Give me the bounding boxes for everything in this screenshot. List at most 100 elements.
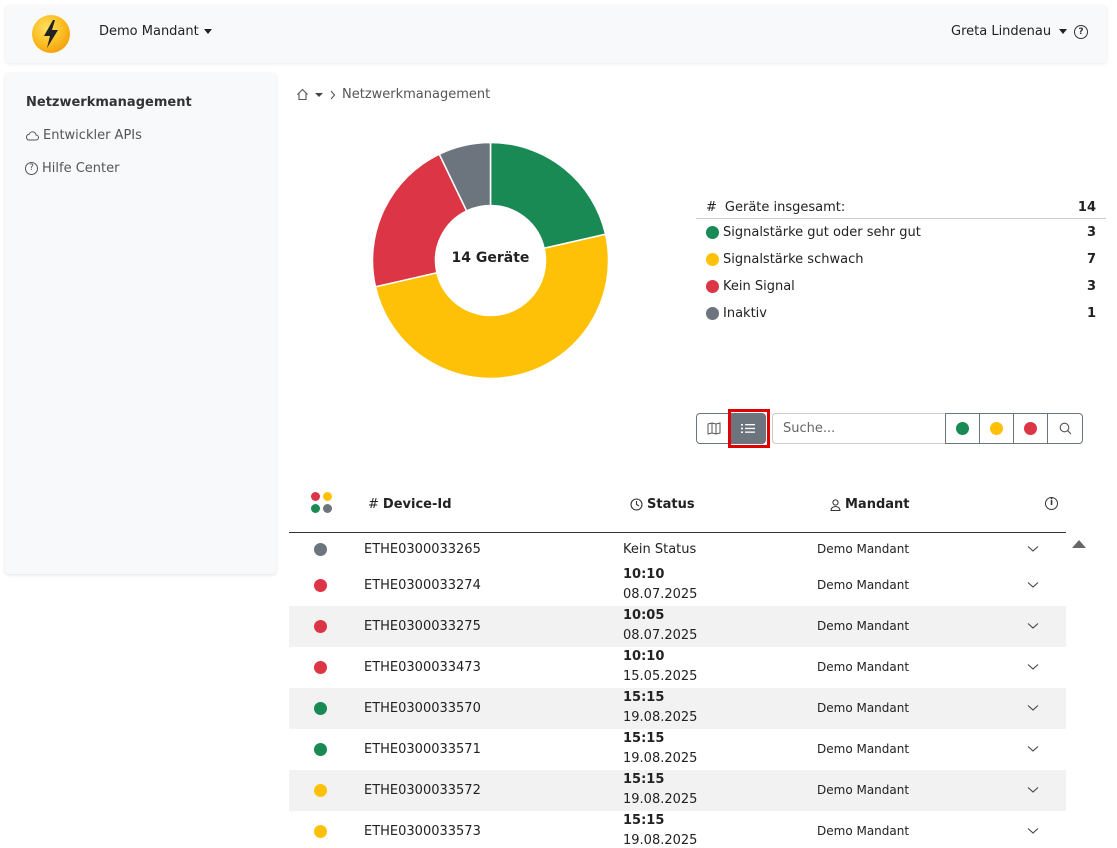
table-row[interactable]: ETHE0300033265 Kein Status Demo Mandant [289,534,1066,565]
row-status-time: 10:10 [623,648,665,664]
caret-down-icon [203,29,212,34]
row-status-time: 15:15 [623,771,665,787]
status-dot [314,661,327,674]
donut-slice-2[interactable] [374,233,609,379]
sidebar-item-netzwerkmanagement[interactable]: Netzwerkmanagement [26,95,192,110]
scroll-up-arrow-icon[interactable] [1072,540,1086,548]
summary-row-value: 3 [1086,279,1096,294]
sidebar-item-hilfe-center[interactable]: ? Hilfe Center [25,161,119,176]
column-header-device-id[interactable]: # Device-Id [368,497,452,512]
column-header-status[interactable]: Status [630,497,695,512]
row-status: 15:15 19.08.2025 [623,688,697,728]
table-row[interactable]: ETHE0300033571 15:15 19.08.2025 Demo Mandan… [289,729,1066,770]
hash-icon: # [706,199,717,215]
user-dropdown[interactable]: Greta Lindenau [951,24,1068,39]
caret-down-icon [1059,29,1068,34]
search-button[interactable] [1048,414,1082,443]
status-dot [706,280,719,293]
row-status-time: 10:05 [623,607,665,623]
row-device-id: ETHE0300033274 [364,577,481,593]
sidebar-item-entwickler-apis[interactable]: Entwickler APIs [25,128,142,143]
caret-down-icon[interactable] [315,92,323,97]
row-device-id: ETHE0300033572 [364,782,481,798]
status-dot [314,702,327,715]
selection-highlight [728,409,770,448]
status-dot [314,784,327,797]
info-icon[interactable]: i [1045,497,1058,510]
table-row[interactable]: ETHE0300033572 15:15 19.08.2025 Demo Mandan… [289,770,1066,811]
row-status-date: 08.07.2025 [623,627,698,643]
status-dot [314,579,327,592]
tenant-dropdown-label: Demo Mandant [99,24,199,39]
row-status-time: 15:15 [623,730,665,746]
lightning-bolt-icon[interactable] [32,15,70,53]
table-header: # Device-Id Status Mandant i [289,478,1066,533]
sidebar-item-label: Hilfe Center [42,161,120,176]
sidebar-item-label: Entwickler APIs [43,128,142,143]
chevron-down-icon[interactable] [1027,581,1039,589]
chevron-right-icon [330,90,336,99]
status-filter-group [945,413,1083,444]
scrollbar-track[interactable] [1068,552,1090,848]
question-circle-icon[interactable]: ? [1074,25,1088,39]
donut-slice-4[interactable] [438,142,492,212]
row-tenant: Demo Mandant [817,823,910,838]
status-dot [314,543,327,556]
chevron-down-icon[interactable] [1027,786,1039,794]
status-dot [314,743,327,756]
summary-row-value: 1 [1086,306,1096,321]
status-legend-icon[interactable] [311,492,333,514]
summary-row-label: Inaktiv [723,306,767,321]
row-tenant: Demo Mandant [817,659,910,674]
column-header-mandant[interactable]: Mandant [830,497,910,512]
status-dot [706,307,719,320]
device-table-body: ETHE0300033265 Kein Status Demo Mandant ETH… [289,534,1066,848]
summary-row-value: 3 [1086,225,1096,240]
row-tenant: Demo Mandant [817,700,910,715]
row-device-id: ETHE0300033275 [364,618,481,634]
chevron-down-icon[interactable] [1027,704,1039,712]
search-icon [1059,422,1071,435]
summary-row: Inaktiv 1 [696,300,1106,327]
table-row[interactable]: ETHE0300033275 10:05 08.07.2025 Demo Mandan… [289,606,1066,647]
table-row[interactable]: ETHE0300033570 15:15 19.08.2025 Demo Mandan… [289,688,1066,729]
filter-yellow-button[interactable] [980,414,1014,443]
donut-slice-1[interactable] [489,142,607,250]
table-row[interactable]: ETHE0300033573 15:15 19.08.2025 Demo Mandan… [289,811,1066,848]
cloud-icon [26,131,39,141]
row-status-time: 15:15 [623,689,665,705]
summary-row-label: Signalstärke gut oder sehr gut [723,225,921,240]
table-row[interactable]: ETHE0300033473 10:10 15.05.2025 Demo Mandan… [289,647,1066,688]
status-dot [706,226,719,239]
chevron-down-icon[interactable] [1027,622,1039,630]
row-status: 15:15 19.08.2025 [623,770,697,810]
chevron-down-icon[interactable] [1027,545,1039,553]
summary-total-value: 14 [1077,199,1096,215]
summary-total-label: Geräte insgesamt: [724,199,846,215]
row-status-time: 15:15 [623,812,665,828]
map-icon [707,422,721,435]
table-row[interactable]: ETHE0300033274 10:10 08.07.2025 Demo Mandan… [289,565,1066,606]
filter-red-button[interactable] [1014,414,1048,443]
donut-slice-3[interactable] [372,153,468,288]
view-toggle-group [696,413,766,444]
list-view-button[interactable] [731,414,765,443]
green-status-dot [956,422,969,435]
device-summary: # Geräte insgesamt: 14 Signalstärke gut o… [696,196,1106,327]
row-status: 15:15 19.08.2025 [623,729,697,769]
column-header-label: Device-Id [382,497,452,512]
filter-green-button[interactable] [946,414,980,443]
search-input[interactable] [772,413,946,444]
clock-icon [630,498,643,511]
summary-row: Signalstärke schwach 7 [696,246,1106,273]
tenant-dropdown[interactable]: Demo Mandant [99,24,212,39]
column-header-label: Status [647,497,695,512]
row-status: 10:10 08.07.2025 [623,565,697,605]
top-navbar: Demo Mandant Greta Lindenau ? [5,5,1107,63]
home-icon[interactable] [296,88,309,101]
chevron-down-icon[interactable] [1027,827,1039,835]
map-view-button[interactable] [697,414,731,443]
chevron-down-icon[interactable] [1027,745,1039,753]
chevron-down-icon[interactable] [1027,663,1039,671]
status-dot [706,253,719,266]
